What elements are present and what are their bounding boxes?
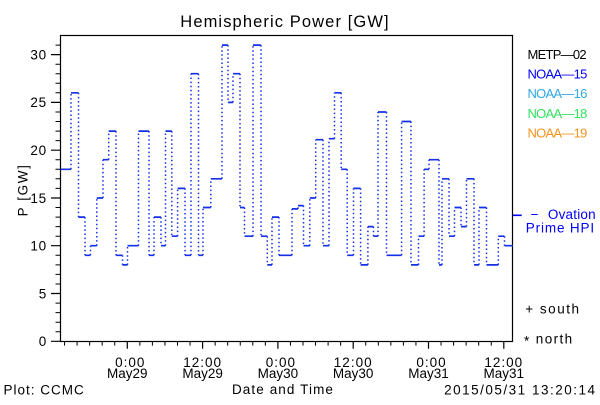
svg-text:12:00: 12:00 (334, 355, 373, 370)
svg-text:May31: May31 (484, 366, 525, 381)
svg-text:0:00: 0:00 (416, 355, 446, 370)
svg-text:5: 5 (39, 286, 47, 301)
svg-text:15: 15 (30, 191, 47, 206)
svg-text:* north: * north (524, 331, 574, 348)
svg-text:May30: May30 (333, 366, 374, 381)
svg-text:0:00: 0:00 (115, 355, 145, 370)
svg-text:20: 20 (30, 143, 47, 158)
svg-text:0: 0 (39, 334, 47, 349)
svg-text:10: 10 (30, 239, 47, 254)
svg-text:NOAA—19: NOAA—19 (528, 125, 588, 140)
svg-text:May29: May29 (182, 366, 223, 381)
svg-text:25: 25 (30, 95, 47, 110)
svg-text:+ south: + south (525, 302, 580, 317)
svg-text:May31: May31 (408, 366, 449, 381)
svg-text:May29: May29 (107, 366, 148, 381)
svg-text:−: − (531, 207, 539, 222)
svg-text:May30: May30 (258, 366, 299, 381)
svg-text:2015/05/31 13:20:14: 2015/05/31 13:20:14 (444, 383, 596, 398)
svg-text:0:00: 0:00 (266, 355, 296, 370)
svg-text:NOAA—18: NOAA—18 (528, 106, 588, 121)
svg-text:Ovation: Ovation (548, 207, 596, 222)
svg-text:12:00: 12:00 (183, 355, 222, 370)
svg-text:30: 30 (30, 47, 47, 62)
svg-text:P [GW]: P [GW] (16, 164, 31, 217)
svg-text:NOAA—16: NOAA—16 (528, 86, 588, 101)
svg-text:Date and Time: Date and Time (232, 382, 334, 397)
svg-text:Prime HPI: Prime HPI (526, 220, 595, 235)
svg-text:Hemispheric Power [GW]: Hemispheric Power [GW] (180, 13, 389, 31)
svg-text:NOAA—15: NOAA—15 (528, 67, 588, 82)
svg-text:Plot: CCMC: Plot: CCMC (4, 383, 85, 398)
svg-text:METP—02: METP—02 (528, 47, 587, 62)
svg-text:12:00: 12:00 (484, 355, 523, 370)
